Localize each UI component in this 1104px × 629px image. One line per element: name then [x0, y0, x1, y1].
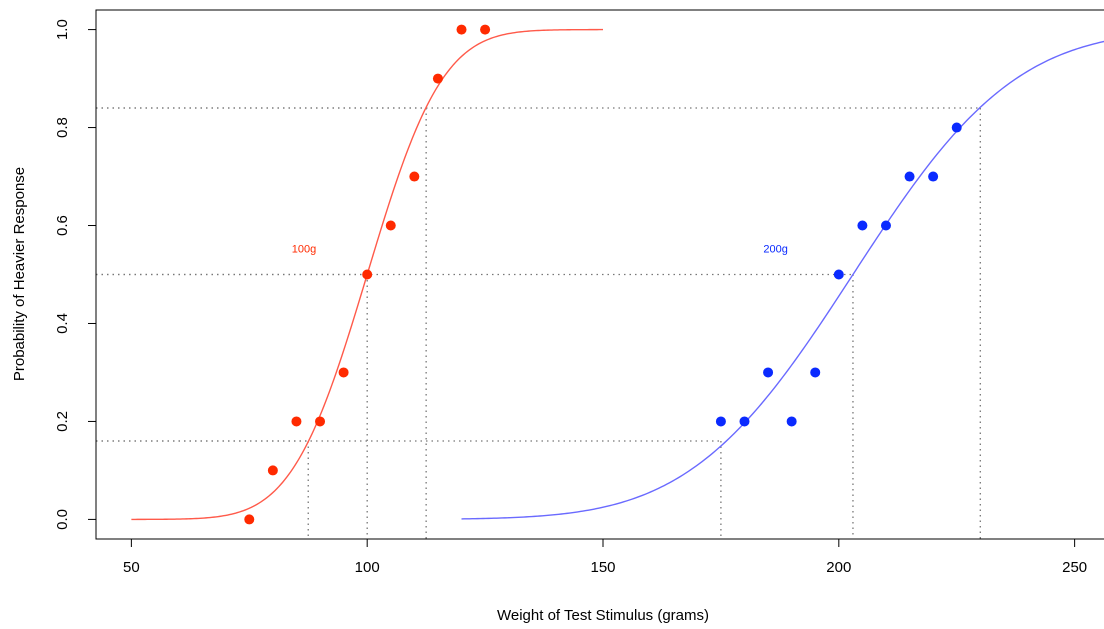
data-point	[810, 367, 821, 378]
x-tick-label: 250	[1062, 559, 1087, 576]
data-point	[857, 220, 868, 231]
data-point	[385, 220, 396, 231]
guide-lines	[96, 107, 981, 539]
data-point	[338, 367, 349, 378]
data-point	[480, 24, 491, 35]
data-point	[763, 367, 774, 378]
data-point	[786, 416, 797, 427]
data-point	[880, 220, 891, 231]
data-point	[244, 514, 255, 525]
data-point	[739, 416, 750, 427]
y-tick-label: 1.0	[54, 19, 71, 40]
series-label-100g: 100g	[292, 243, 316, 255]
y-tick-label: 0.6	[54, 215, 71, 236]
fit-curves	[131, 28, 1104, 521]
y-tick-label: 0.8	[54, 117, 71, 138]
x-tick-label: 100	[355, 559, 380, 576]
data-point	[315, 416, 326, 427]
x-tick-label: 50	[123, 559, 140, 576]
data-point	[951, 122, 962, 133]
data-point	[409, 171, 420, 182]
x-tick-label: 150	[590, 559, 615, 576]
data-point	[715, 416, 726, 427]
data-point	[904, 171, 915, 182]
data-point	[432, 73, 443, 84]
series-labels: 100g 200g	[292, 243, 788, 255]
x-tick-label: 200	[826, 559, 851, 576]
data-point	[833, 269, 844, 280]
series-label-200g: 200g	[763, 243, 787, 255]
data-point	[362, 269, 373, 280]
data-point	[291, 416, 302, 427]
y-tick-label: 0.4	[54, 313, 71, 334]
data-points	[244, 24, 962, 525]
data-point	[456, 24, 467, 35]
y-tick-label: 0.2	[54, 411, 71, 432]
y-axis-label: Probability of Heavier Response	[11, 167, 28, 381]
plot-frame	[95, 9, 1104, 540]
fit-curve-200g	[461, 40, 1104, 520]
y-tick-label: 0.0	[54, 509, 71, 530]
axes: 50 100 150 200 250 0.0 0.2 0.4 0.6 0.8 1.0	[54, 19, 1087, 576]
data-point	[267, 465, 278, 476]
x-axis-label: Weight of Test Stimulus (grams)	[497, 607, 709, 624]
data-point	[928, 171, 939, 182]
